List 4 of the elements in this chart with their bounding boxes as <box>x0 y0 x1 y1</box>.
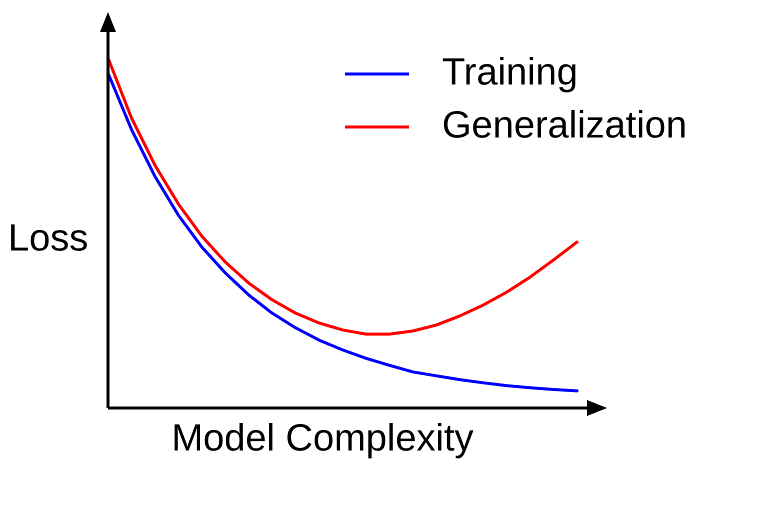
legend-label: Training <box>442 51 578 94</box>
x-axis-title: Model Complexity <box>172 417 474 460</box>
y-axis-title: Loss <box>8 217 88 260</box>
legend-label: Generalization <box>442 104 688 146</box>
